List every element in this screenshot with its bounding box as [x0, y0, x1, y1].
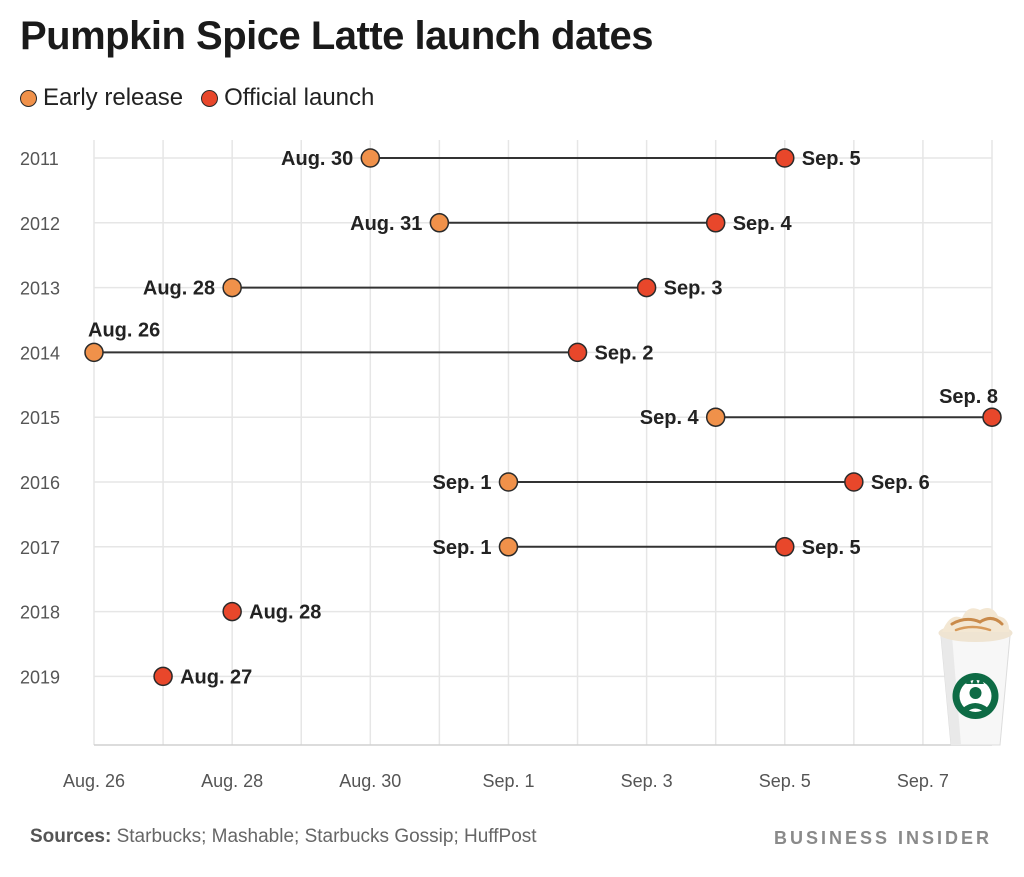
- early-release-label: Sep. 4: [640, 407, 700, 429]
- legend-marker-early: [20, 89, 37, 107]
- official-launch-label: Sep. 2: [595, 342, 654, 364]
- starbucks-cup-icon: [938, 608, 1013, 746]
- official-launch-point: [844, 472, 864, 492]
- official-launch-point: [982, 407, 1002, 427]
- official-launch-point: [153, 666, 173, 687]
- early-release-point: [360, 148, 381, 168]
- official-launch-point: [705, 213, 726, 233]
- x-tick-label: Sep. 1: [482, 771, 534, 791]
- dumbbell-chart: Aug. 26 Aug. 28 Aug. 30 Sep. 1 Sep. 3 Sep. 5 S…: [20, 140, 1013, 791]
- x-tick-label: Aug. 26: [63, 771, 125, 791]
- early-release-point: [84, 342, 104, 363]
- sources-label: Sources:: [30, 826, 112, 847]
- legend-label-early: Early release: [43, 84, 184, 111]
- x-tick-label: Sep. 5: [759, 771, 811, 791]
- official-launch-point: [636, 277, 657, 298]
- early-release-label: Aug. 30: [281, 148, 353, 170]
- early-release-label: Aug. 26: [88, 319, 160, 341]
- official-launch-label: Sep. 5: [802, 537, 861, 559]
- legend-item-official: Official launch: [201, 84, 374, 112]
- legend-marker-official: [201, 89, 219, 107]
- x-tick-label: Sep. 7: [897, 771, 949, 791]
- official-launch-label: Sep. 3: [664, 278, 723, 300]
- brand-logo: BUSINESS INSIDER: [773, 828, 992, 848]
- y-tick-label: 2016: [20, 473, 60, 493]
- early-release-label: Sep. 1: [433, 537, 492, 559]
- early-release-point: [498, 537, 519, 557]
- early-release-label: Aug. 31: [350, 213, 422, 235]
- x-tick-label: Aug. 30: [339, 771, 401, 791]
- official-launch-label: Sep. 4: [733, 213, 793, 235]
- legend-label-official: Official launch: [224, 84, 375, 111]
- official-launch-point: [775, 148, 795, 168]
- y-tick-label: 2017: [20, 538, 60, 558]
- official-launch-point: [222, 601, 242, 622]
- y-tick-label: 2012: [20, 214, 60, 234]
- early-release-point: [705, 407, 726, 427]
- x-tick-label: Aug. 28: [201, 771, 263, 791]
- early-release-label: Aug. 28: [143, 278, 215, 300]
- early-release-label: Sep. 1: [433, 472, 492, 494]
- official-launch-label: Sep. 5: [802, 148, 861, 170]
- official-launch-label: Aug. 27: [180, 666, 252, 688]
- early-release-point: [429, 213, 450, 233]
- sources-note: Sources: Starbucks; Mashable; Starbucks …: [30, 826, 537, 848]
- y-tick-label: 2019: [20, 667, 60, 687]
- legend-item-early: Early release: [20, 84, 183, 112]
- chart-title: Pumpkin Spice Latte launch dates: [20, 14, 654, 58]
- official-launch-point: [775, 537, 795, 557]
- legend: Early release Official launch: [20, 84, 392, 112]
- x-tick-label: Sep. 3: [621, 771, 673, 791]
- early-release-point: [498, 472, 519, 492]
- y-tick-label: 2013: [20, 279, 60, 299]
- y-tick-label: 2018: [20, 603, 60, 623]
- sources-text: Starbucks; Mashable; Starbucks Gossip; H…: [116, 826, 537, 847]
- official-launch-point: [567, 342, 588, 363]
- official-launch-label: Sep. 6: [871, 472, 930, 494]
- official-launch-label: Aug. 28: [249, 602, 321, 624]
- official-launch-label: Sep. 8: [939, 386, 998, 408]
- y-tick-label: 2014: [20, 343, 60, 363]
- early-release-point: [222, 277, 242, 298]
- y-tick-label: 2015: [20, 408, 60, 428]
- y-tick-label: 2011: [20, 149, 59, 169]
